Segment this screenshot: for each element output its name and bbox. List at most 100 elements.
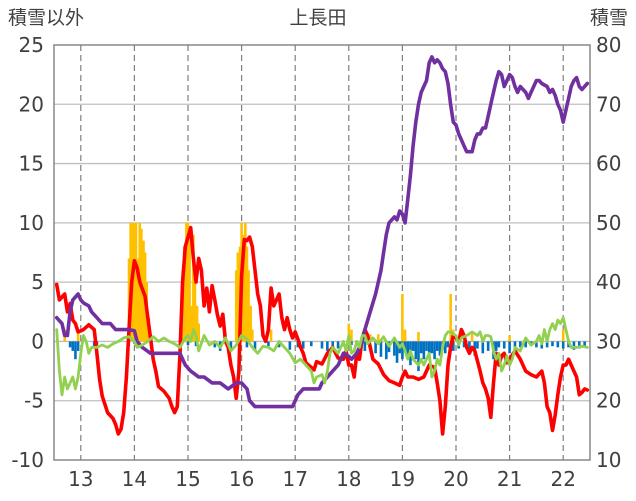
bar-blue_bars [556, 341, 560, 348]
bar-blue_bars [395, 341, 399, 363]
bar-blue_bars [363, 341, 367, 351]
bar-blue_bars [572, 341, 576, 350]
bar-blue_bars [462, 341, 466, 348]
bar-blue_bars [494, 341, 498, 351]
bar-orange_bars [197, 323, 201, 342]
y-left-tick-label: 20 [19, 92, 44, 116]
y-right-tick-label: 20 [596, 389, 621, 413]
bar-orange_bars [186, 222, 190, 342]
x-tick-label: 22 [550, 467, 575, 491]
bar-orange_bars [193, 282, 197, 342]
line-purple [54, 55, 590, 409]
bar-orange_bars [136, 258, 140, 342]
y-left-tick-label: 25 [19, 33, 44, 57]
bar-blue_bars [513, 341, 517, 349]
bar-orange_bars [190, 305, 194, 342]
bar-blue_bars [583, 341, 586, 348]
bar-orange_bars [401, 294, 404, 342]
bar-blue_bars [577, 341, 581, 349]
y-left-label: 積雪以外 [8, 7, 84, 29]
bar-blue_bars [393, 341, 396, 356]
y-left-tick-label: 10 [19, 211, 44, 235]
y-left-tick-label: -10 [11, 448, 44, 472]
bar-orange_bars [236, 252, 240, 342]
bar-blue_bars [350, 341, 353, 345]
bar-orange_bars [350, 329, 353, 342]
bar-orange_bars [251, 329, 254, 342]
bar-blue_bars [519, 341, 522, 348]
bar-blue_bars [74, 341, 77, 360]
bar-blue_bars [385, 341, 388, 360]
bar-blue_bars [476, 341, 479, 349]
chart-title: 上長田 [289, 7, 346, 29]
bar-blue_bars [452, 341, 455, 351]
bar-blue_bars [245, 341, 249, 348]
bar-blue_bars [446, 341, 450, 348]
bar-blue_bars [468, 341, 471, 351]
x-tick-label: 15 [175, 467, 200, 491]
bar-orange_bars [185, 222, 188, 342]
bar-orange_bars [249, 305, 253, 342]
bar-blue_bars [267, 341, 270, 347]
x-tick-label: 17 [282, 467, 307, 491]
x-tick-label: 13 [68, 467, 93, 491]
bar-orange_bars [269, 329, 273, 342]
plot-frame [53, 44, 591, 461]
bar-orange_bars [241, 234, 245, 342]
y-right-tick-label: 80 [596, 33, 621, 57]
bar-blue_bars [427, 341, 431, 356]
bar-orange_bars [234, 270, 238, 342]
bar-orange_bars [195, 305, 199, 342]
bar-blue_bars [406, 341, 410, 356]
bar-blue_bars [411, 341, 415, 351]
bar-blue_bars [301, 341, 305, 349]
bar-blue_bars [68, 341, 72, 348]
y-right-tick-label: 70 [596, 92, 621, 116]
bar-blue_bars [435, 341, 439, 351]
bar-blue_bars [76, 341, 80, 351]
bar-orange_bars [403, 329, 407, 342]
x-tick-label: 16 [229, 467, 254, 491]
y-left-tick-label: 15 [19, 152, 44, 176]
bar-orange_bars [192, 234, 195, 342]
bar-blue_bars [309, 341, 313, 347]
bar-blue_bars [422, 341, 426, 360]
bar-blue_bars [417, 341, 420, 372]
bar-blue_bars [433, 341, 436, 360]
bar-blue_bars [331, 341, 335, 348]
bar-blue_bars [401, 341, 404, 360]
x-tick-label: 14 [122, 467, 147, 491]
y-left-tick-label: 0 [31, 329, 44, 353]
bar-blue_bars [551, 341, 554, 347]
y-right-tick-label: 60 [596, 152, 621, 176]
x-tick-label: 19 [390, 467, 415, 491]
bar-blue_bars [508, 341, 511, 354]
bar-blue_bars [326, 341, 329, 351]
bar-orange_bars [76, 333, 80, 342]
bar-blue_bars [502, 341, 506, 349]
y-right-label: 積雪 [590, 7, 628, 29]
bar-orange_bars [244, 222, 247, 342]
bar-orange_bars [470, 331, 474, 342]
bar-blue_bars [497, 341, 501, 348]
bar-orange_bars [245, 246, 249, 342]
y-right-tick-label: 50 [596, 211, 621, 235]
bar-blue_bars [545, 341, 549, 348]
bar-blue_bars [213, 341, 217, 348]
y-right-tick-label: 10 [596, 448, 621, 472]
bar-blue_bars [430, 341, 434, 354]
bar-blue_bars [535, 341, 538, 348]
bar-orange_bars [134, 222, 138, 342]
bar-orange_bars [561, 329, 565, 342]
bar-blue_bars [374, 341, 377, 354]
plot-area: -10 -5 0 5 10 15 20 25 10 20 30 40 50 60 70 80 13 14 15 16 1… [11, 33, 621, 491]
bar-blue_bars [186, 341, 190, 345]
bar-blue_bars [379, 341, 383, 357]
x-tick-label: 21 [497, 467, 522, 491]
bar-orange_bars [508, 335, 511, 342]
bar-blue_bars [443, 341, 447, 354]
bar-orange_bars [417, 331, 420, 342]
bar-blue_bars [524, 341, 527, 348]
x-tick-label: 18 [336, 467, 361, 491]
